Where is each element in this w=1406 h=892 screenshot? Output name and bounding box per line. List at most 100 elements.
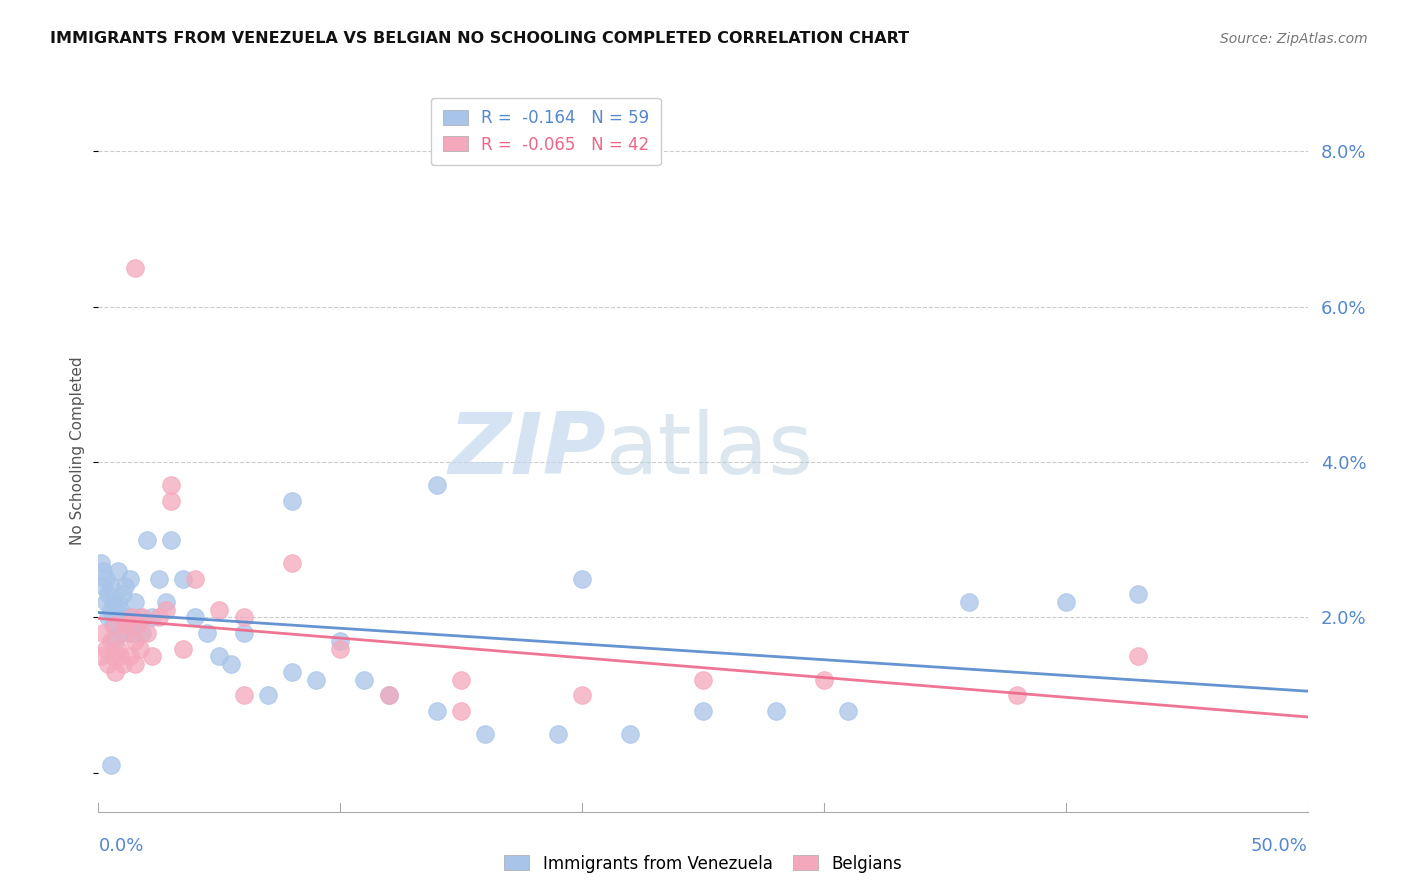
Point — [281, 494, 304, 508]
Y-axis label: No Schooling Completed: No Schooling Completed — [70, 356, 86, 545]
Point — [547, 727, 569, 741]
Point — [97, 657, 120, 672]
Point — [117, 626, 139, 640]
Point — [100, 633, 122, 648]
Point — [1054, 595, 1077, 609]
Point — [107, 564, 129, 578]
Point — [377, 688, 399, 702]
Point — [94, 595, 117, 609]
Point — [94, 572, 117, 586]
Point — [426, 478, 449, 492]
Point — [184, 610, 207, 624]
Point — [765, 704, 787, 718]
Point — [124, 260, 146, 275]
Point — [148, 572, 170, 586]
Point — [957, 595, 980, 609]
Text: ZIP: ZIP — [449, 409, 606, 492]
Point — [160, 478, 183, 492]
Point — [837, 704, 859, 718]
Point — [195, 626, 218, 640]
Point — [160, 533, 183, 547]
Point — [232, 688, 254, 702]
Point — [131, 610, 153, 624]
Point — [329, 641, 352, 656]
Point — [1128, 649, 1150, 664]
Point — [155, 603, 177, 617]
Point — [256, 688, 278, 702]
Point — [107, 641, 129, 656]
Point — [155, 595, 177, 609]
Point — [104, 665, 127, 679]
Point — [108, 626, 131, 640]
Point — [124, 657, 146, 672]
Point — [91, 579, 114, 593]
Point — [474, 727, 496, 741]
Legend: R =  -0.164   N = 59, R =  -0.065   N = 42: R = -0.164 N = 59, R = -0.065 N = 42 — [430, 97, 661, 165]
Point — [108, 649, 131, 664]
Point — [108, 603, 131, 617]
Point — [101, 618, 124, 632]
Point — [135, 533, 157, 547]
Point — [104, 618, 127, 632]
Point — [450, 704, 472, 718]
Point — [111, 610, 134, 624]
Point — [281, 665, 304, 679]
Point — [118, 572, 141, 586]
Point — [208, 603, 231, 617]
Point — [619, 727, 641, 741]
Point — [100, 603, 122, 617]
Point — [141, 610, 163, 624]
Point — [114, 618, 136, 632]
Point — [221, 657, 243, 672]
Point — [94, 641, 117, 656]
Point — [353, 673, 375, 687]
Point — [377, 688, 399, 702]
Point — [107, 595, 129, 609]
Point — [100, 758, 122, 772]
Point — [281, 556, 304, 570]
Point — [148, 610, 170, 624]
Point — [141, 649, 163, 664]
Point — [104, 633, 127, 648]
Point — [121, 626, 143, 640]
Text: IMMIGRANTS FROM VENEZUELA VS BELGIAN NO SCHOOLING COMPLETED CORRELATION CHART: IMMIGRANTS FROM VENEZUELA VS BELGIAN NO … — [51, 31, 910, 45]
Point — [124, 595, 146, 609]
Text: 50.0%: 50.0% — [1251, 837, 1308, 855]
Point — [111, 587, 134, 601]
Point — [114, 618, 136, 632]
Point — [571, 572, 593, 586]
Point — [329, 633, 352, 648]
Point — [160, 494, 183, 508]
Point — [121, 610, 143, 624]
Point — [172, 572, 194, 586]
Point — [97, 610, 120, 624]
Text: Source: ZipAtlas.com: Source: ZipAtlas.com — [1220, 32, 1368, 45]
Point — [104, 603, 127, 617]
Point — [131, 626, 153, 640]
Point — [90, 556, 112, 570]
Point — [692, 673, 714, 687]
Point — [118, 649, 141, 664]
Point — [208, 649, 231, 664]
Point — [101, 649, 124, 664]
Point — [114, 579, 136, 593]
Point — [101, 595, 124, 609]
Point — [127, 618, 149, 632]
Point — [135, 626, 157, 640]
Point — [111, 657, 134, 672]
Point — [91, 626, 114, 640]
Point — [127, 618, 149, 632]
Point — [450, 673, 472, 687]
Point — [1007, 688, 1029, 702]
Point — [813, 673, 835, 687]
Legend: Immigrants from Venezuela, Belgians: Immigrants from Venezuela, Belgians — [498, 848, 908, 880]
Point — [91, 564, 114, 578]
Point — [1128, 587, 1150, 601]
Point — [128, 610, 150, 624]
Point — [172, 641, 194, 656]
Point — [97, 587, 120, 601]
Text: 0.0%: 0.0% — [98, 837, 143, 855]
Point — [571, 688, 593, 702]
Point — [100, 579, 122, 593]
Point — [426, 704, 449, 718]
